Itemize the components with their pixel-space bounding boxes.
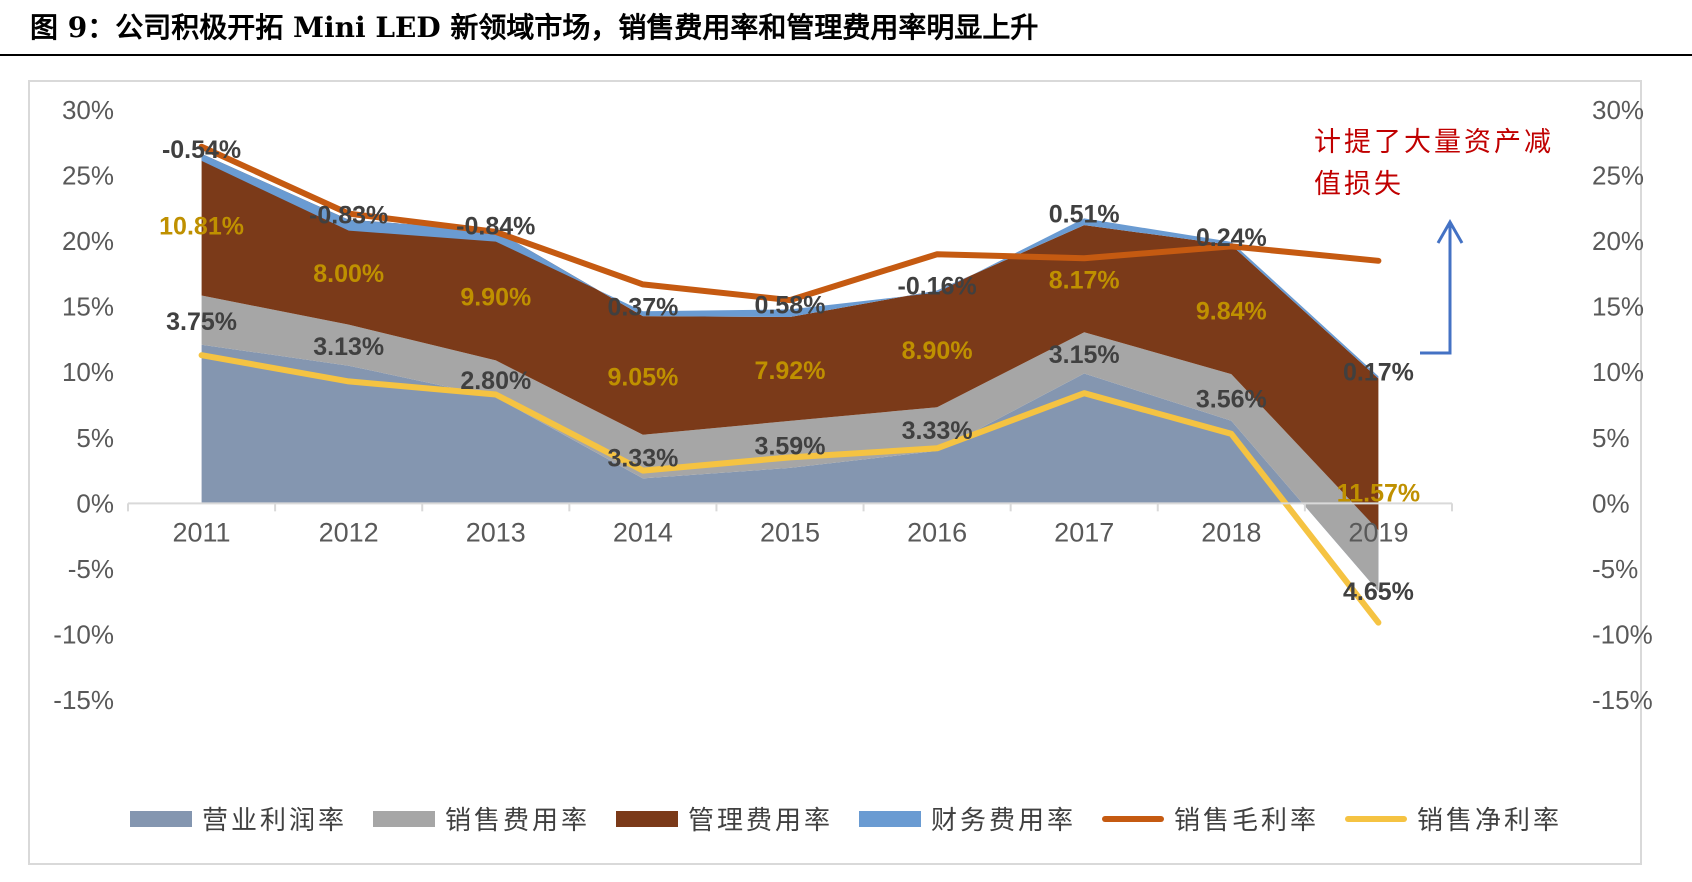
up-arrow-icon (1420, 218, 1464, 355)
title-divider (0, 54, 1692, 56)
legend-swatch-net-margin (1345, 815, 1408, 822)
legend-item-operating-margin[interactable]: 营业利润率 (129, 800, 347, 837)
y-tick-label-left: -5% (68, 554, 114, 584)
data-label-admin-expense: 10.81% (159, 213, 244, 241)
data-label-finance-expense: -0.83% (309, 202, 388, 230)
data-label-finance-expense: 0.58% (755, 291, 826, 319)
data-label-selling-expense: 4.65% (1343, 578, 1414, 606)
data-label-admin-expense: 8.17% (1049, 267, 1120, 295)
data-label-admin-expense: 7.92% (755, 357, 826, 385)
y-tick-label-right: 25% (1592, 161, 1644, 191)
area-selling-expense (201, 295, 1379, 592)
line-net-margin (198, 352, 1382, 626)
y-tick-label-left: 0% (76, 488, 114, 518)
y-tick-label-right: 0% (1592, 488, 1630, 518)
axes: 2011 2012 2013 2014 2015 2016 2017 2018 2019 30% 3… (53, 95, 1652, 715)
legend-swatch-gross-margin (1102, 815, 1165, 822)
impairment-annotation: 计提了大量资产减值损失 (1314, 127, 1554, 200)
data-label-admin-expense: 9.05% (607, 363, 678, 391)
legend-item-gross-margin[interactable]: 销售毛利率 (1102, 800, 1319, 837)
data-label-finance-expense: 0.37% (607, 293, 678, 321)
y-tick-label-left: 30% (62, 95, 114, 125)
legend-item-net-margin[interactable]: 销售净利率 (1345, 800, 1562, 837)
y-tick-label-right: 20% (1592, 226, 1644, 256)
legend-label-selling-expense: 销售费用率 (444, 806, 590, 836)
y-tick-label-left: 20% (62, 226, 114, 256)
x-tick-label: 2015 (760, 517, 820, 547)
data-label-selling-expense: 3.56% (1196, 385, 1267, 413)
y-tick-label-left: -10% (53, 619, 114, 649)
y-tick-label-left: 5% (76, 423, 114, 453)
y-tick-label-right: 30% (1592, 95, 1644, 125)
data-label-selling-expense: 2.80% (460, 367, 531, 395)
legend-item-finance-expense[interactable]: 财务费用率 (859, 800, 1076, 837)
legend-label-finance-expense: 财务费用率 (931, 806, 1077, 836)
legend-swatch-selling-expense (372, 810, 435, 827)
y-tick-label-right: -15% (1592, 685, 1653, 715)
legend-label-operating-margin: 营业利润率 (201, 806, 347, 836)
legend-label-gross-margin: 销售毛利率 (1174, 806, 1320, 836)
chart-legend: 营业利润率 销售费用率 管理费用率 财务费用率 销售毛利率 销售净利率 (0, 800, 1692, 837)
y-tick-label-right: 15% (1592, 292, 1644, 322)
data-label-finance-expense: -0.16% (898, 273, 977, 301)
legend-swatch-admin-expense (615, 810, 678, 827)
x-tick-label: 2019 (1348, 517, 1408, 547)
legend-swatch-operating-margin (129, 810, 192, 827)
data-label-admin-expense: 11.57% (1337, 479, 1420, 507)
legend-item-selling-expense[interactable]: 销售费用率 (372, 800, 590, 837)
data-label-admin-expense: 8.90% (902, 337, 973, 365)
line-series (198, 143, 1382, 626)
y-tick-label-left: 15% (62, 292, 114, 322)
data-label-finance-expense: 0.17% (1343, 358, 1414, 386)
legend-label-net-margin: 销售净利率 (1417, 806, 1563, 836)
data-label-selling-expense: 3.75% (166, 308, 237, 336)
x-tick-label: 2018 (1201, 517, 1261, 547)
data-label-selling-expense: 3.33% (607, 445, 678, 473)
x-tick-label: 2011 (173, 517, 231, 547)
area-operating-margin (201, 344, 1379, 592)
y-tick-label-right: 10% (1592, 357, 1644, 387)
data-label-admin-expense: 8.00% (313, 260, 384, 288)
data-label-selling-expense: 3.13% (313, 333, 384, 361)
arrow-head (1436, 218, 1464, 244)
y-tick-label-left: 25% (62, 161, 114, 191)
data-labels: 3.75% 3.13% 2.80% 3.33% 3.59% 3.33% 3.15% 3.56%… (159, 136, 1420, 606)
data-label-finance-expense: -0.54% (162, 136, 241, 164)
data-label-selling-expense: 3.33% (902, 417, 973, 445)
data-label-selling-expense: 3.59% (755, 432, 826, 460)
y-tick-label-right: -5% (1592, 554, 1638, 584)
data-label-admin-expense: 9.90% (460, 284, 531, 312)
legend-item-admin-expense[interactable]: 管理费用率 (615, 800, 833, 837)
x-tick-label: 2016 (907, 517, 967, 547)
data-label-finance-expense: 0.51% (1049, 200, 1120, 228)
area-admin-expense (201, 153, 1379, 531)
y-tick-label-right: 5% (1592, 423, 1630, 453)
chart-frame (28, 80, 1642, 865)
data-label-selling-expense: 3.15% (1049, 341, 1120, 369)
x-tick-label: 2014 (613, 517, 673, 547)
arrow-shaft (1420, 225, 1452, 355)
legend-swatch-finance-expense (859, 810, 921, 827)
data-label-finance-expense: 0.24% (1196, 224, 1267, 252)
x-tick-label: 2013 (466, 517, 526, 547)
line-gross-margin (198, 143, 1382, 304)
stacked-areas (201, 153, 1379, 592)
figure-title: 图 9：公司积极开拓 Mini LED 新领域市场，销售费用率和管理费用率明显上… (30, 11, 1039, 44)
data-label-admin-expense: 9.84% (1196, 298, 1267, 326)
y-tick-label-left: 10% (62, 357, 114, 387)
y-tick-label-right: -10% (1592, 619, 1653, 649)
legend-label-admin-expense: 管理费用率 (687, 806, 833, 836)
x-tick-label: 2017 (1054, 517, 1114, 547)
y-tick-label-left: -15% (53, 685, 114, 715)
x-tick-label: 2012 (319, 517, 379, 547)
data-label-finance-expense: -0.84% (456, 213, 535, 241)
